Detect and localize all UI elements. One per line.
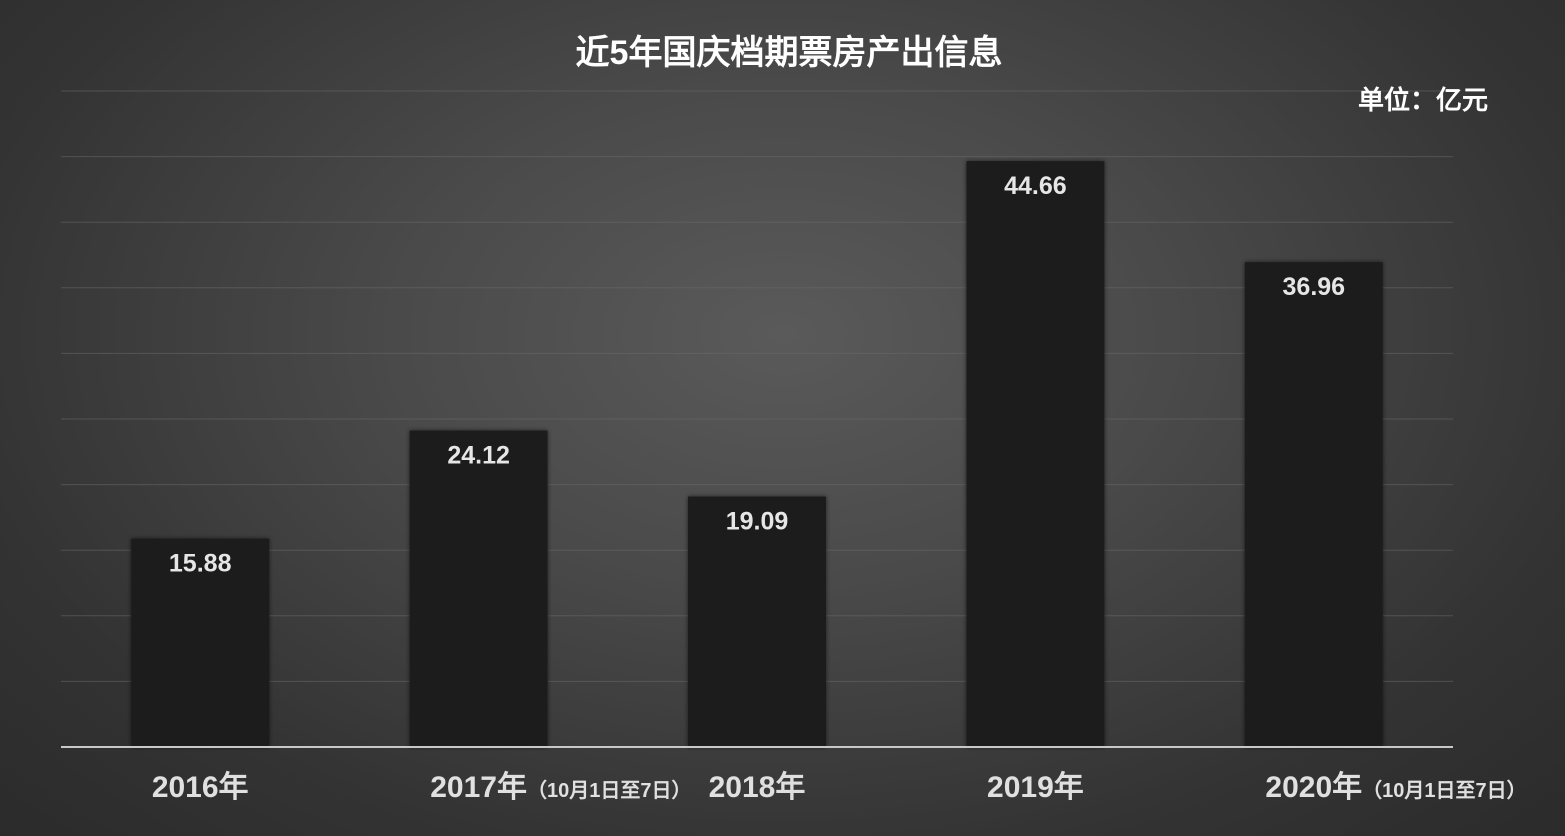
chart-title: 近5年国庆档期票房产出信息 [576, 33, 1003, 72]
gridlines [61, 90, 1453, 682]
category-note: （10月1日至7日） [1362, 779, 1527, 802]
category-labels: 2016年 2017年（10月1日至7日） 2018年 2019年 2020年（10月1… [152, 771, 1527, 804]
category-note: （10月1日至7日） [527, 779, 692, 802]
bar-2 [409, 430, 548, 747]
bars [131, 161, 1383, 748]
unit-label: 单位：亿元 [1358, 85, 1488, 115]
category-label-4: 2019年 [987, 771, 1084, 804]
value-label-1: 15.88 [169, 550, 232, 578]
category-name: 2017年 [430, 771, 527, 804]
bar-1 [131, 538, 270, 747]
category-label-2: 2017年（10月1日至7日） [430, 771, 691, 804]
value-label-4: 44.66 [1004, 172, 1067, 200]
bar-5 [1244, 262, 1383, 747]
category-name: 2016年 [152, 771, 249, 804]
category-name: 2019年 [987, 771, 1084, 804]
bar-3 [688, 496, 826, 747]
value-label-3: 19.09 [726, 508, 789, 536]
value-label-2: 24.12 [447, 442, 510, 470]
category-label-1: 2016年 [152, 771, 249, 804]
category-name: 2020年 [1265, 771, 1362, 804]
value-labels: 15.88 24.12 19.09 44.66 36.96 [169, 172, 1345, 578]
bar-4 [966, 161, 1105, 748]
category-label-5: 2020年（10月1日至7日） [1265, 771, 1526, 804]
value-label-5: 36.96 [1283, 273, 1346, 301]
category-label-3: 2018年 [709, 771, 806, 804]
category-name: 2018年 [709, 771, 806, 804]
